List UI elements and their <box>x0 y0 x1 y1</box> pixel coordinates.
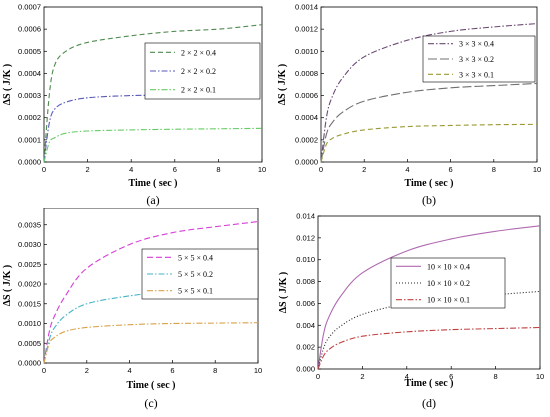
y-axis-title: ΔS ( J/K ) <box>278 272 289 314</box>
chart-panel-3: 0.000 0.002 0.004 0.006 0.008 0.010 0.012 0.014… <box>278 212 544 411</box>
x-tick-label: 10 <box>536 372 544 381</box>
x-tick-label: 0 <box>319 165 323 174</box>
y-tick-label: 0.014 <box>296 212 315 221</box>
x-tick-label: 2 <box>360 372 364 381</box>
y-tick-label: 0.0003 <box>18 91 41 100</box>
series-line-2 <box>317 326 541 370</box>
chart-panel-1: 0.0000 0.0002 0.0004 0.0006 0.0008 0.0010 0.00… <box>277 3 541 208</box>
x-axis-title: Time ( sec ) <box>129 178 178 189</box>
chart-panel-2: 0.0000 0.0005 0.0010 0.0015 0.0020 0.0025 0.00… <box>2 208 262 410</box>
x-tick-label: 2 <box>85 366 89 375</box>
x-tick-label: 8 <box>492 165 496 174</box>
legend-label-0: 5 × 5 × 0.4 <box>178 253 213 262</box>
x-axis-title: Time ( sec ) <box>405 378 454 389</box>
legend-label-1: 3 × 3 × 0.2 <box>459 55 494 64</box>
x-axis-title: Time ( sec ) <box>127 380 176 391</box>
x-tick-label: 4 <box>128 366 132 375</box>
x-tick-label: 8 <box>494 372 498 381</box>
plot-frame <box>43 6 263 163</box>
y-tick-label: 0.0002 <box>295 135 318 144</box>
y-tick-label: 0.0010 <box>295 47 318 56</box>
x-tick-label: 2 <box>86 165 90 174</box>
series-line-0 <box>320 23 538 163</box>
y-tick-label: 0.000 <box>296 365 315 374</box>
series-line-1 <box>43 93 263 163</box>
y-tick-label: 0.0007 <box>18 3 41 12</box>
series-line-2 <box>43 322 259 364</box>
y-tick-label: 0.008 <box>296 277 315 286</box>
legend-label-2: 2 × 2 × 0.1 <box>181 86 216 95</box>
y-axis-title: ΔS ( J/K ) <box>277 64 288 106</box>
x-tick-label: 8 <box>216 165 220 174</box>
legend-label-0: 2 × 2 × 0.4 <box>181 48 216 57</box>
y-tick-label: 0.0020 <box>18 280 41 289</box>
y-tick-label: 0.0001 <box>18 135 41 144</box>
x-axis-title: Time ( sec ) <box>405 178 454 189</box>
plot-frame <box>317 215 541 370</box>
panel-label: (c) <box>144 396 157 410</box>
series-line-1 <box>320 82 538 163</box>
y-tick-label: 0.0004 <box>295 113 318 122</box>
y-tick-label: 0.0030 <box>18 240 41 249</box>
y-axis-title: ΔS ( J/K ) <box>2 265 13 307</box>
x-tick-label: 0 <box>316 372 320 381</box>
y-tick-label: 0.0000 <box>18 359 41 368</box>
y-tick-label: 0.0012 <box>295 25 318 34</box>
y-tick-label: 0.010 <box>296 255 315 264</box>
y-tick-label: 0.002 <box>296 343 315 352</box>
y-tick-label: 0.006 <box>296 299 315 308</box>
series-line-1 <box>43 286 259 364</box>
x-tick-label: 4 <box>405 372 409 381</box>
series-line-0 <box>317 225 541 370</box>
series-line-0 <box>43 221 259 364</box>
series-line-0 <box>43 24 263 163</box>
legend-label-2: 3 × 3 × 0.1 <box>459 70 494 79</box>
series-line-2 <box>320 123 538 163</box>
y-tick-label: 0.0002 <box>18 113 41 122</box>
y-tick-label: 0.0000 <box>295 158 318 167</box>
x-tick-label: 2 <box>362 165 366 174</box>
x-tick-label: 6 <box>449 372 453 381</box>
y-tick-label: 0.0035 <box>18 220 41 229</box>
x-tick-label: 4 <box>129 165 133 174</box>
panel-label: (a) <box>146 193 159 207</box>
y-tick-label: 0.012 <box>296 233 315 242</box>
x-tick-label: 6 <box>170 366 174 375</box>
panel-label: (b) <box>422 193 436 207</box>
y-tick-label: 0.0014 <box>295 3 318 12</box>
x-tick-label: 10 <box>533 165 541 174</box>
y-tick-label: 0.004 <box>296 321 315 330</box>
plot-frame <box>320 6 538 163</box>
legend-label-0: 3 × 3 × 0.4 <box>459 40 494 49</box>
x-tick-label: 0 <box>42 366 46 375</box>
y-tick-label: 0.0010 <box>18 319 41 328</box>
y-tick-label: 0.0006 <box>18 25 41 34</box>
y-tick-label: 0.0005 <box>18 47 41 56</box>
legend-label-0: 10 × 10 × 0.4 <box>427 262 470 271</box>
series-line-2 <box>43 127 263 163</box>
x-tick-label: 0 <box>42 165 46 174</box>
x-tick-label: 10 <box>258 165 266 174</box>
x-tick-label: 10 <box>254 366 262 375</box>
y-tick-label: 0.0025 <box>18 260 41 269</box>
legend-label-1: 2 × 2 × 0.2 <box>181 67 216 76</box>
y-tick-label: 0.0008 <box>295 69 318 78</box>
x-tick-label: 6 <box>449 165 453 174</box>
y-tick-label: 0.0015 <box>18 299 41 308</box>
panel-label: (d) <box>422 396 436 410</box>
legend-label-2: 10 × 10 × 0.1 <box>427 296 470 305</box>
legend-label-1: 5 × 5 × 0.2 <box>178 270 213 279</box>
x-tick-label: 8 <box>213 366 217 375</box>
y-tick-label: 0.0005 <box>18 339 41 348</box>
y-axis-title: ΔS ( J/K ) <box>2 64 13 106</box>
x-tick-label: 6 <box>173 165 177 174</box>
chart-panel-0: 0.0000 0.0001 0.0002 0.0003 0.0004 0.0005 0.00… <box>2 3 266 208</box>
y-tick-label: 0.0006 <box>295 91 318 100</box>
x-tick-label: 4 <box>405 165 409 174</box>
legend-label-1: 10 × 10 × 0.2 <box>427 279 470 288</box>
y-tick-label: 0.0004 <box>18 69 41 78</box>
legend-label-2: 5 × 5 × 0.1 <box>178 287 213 296</box>
y-tick-label: 0.0000 <box>18 158 41 167</box>
